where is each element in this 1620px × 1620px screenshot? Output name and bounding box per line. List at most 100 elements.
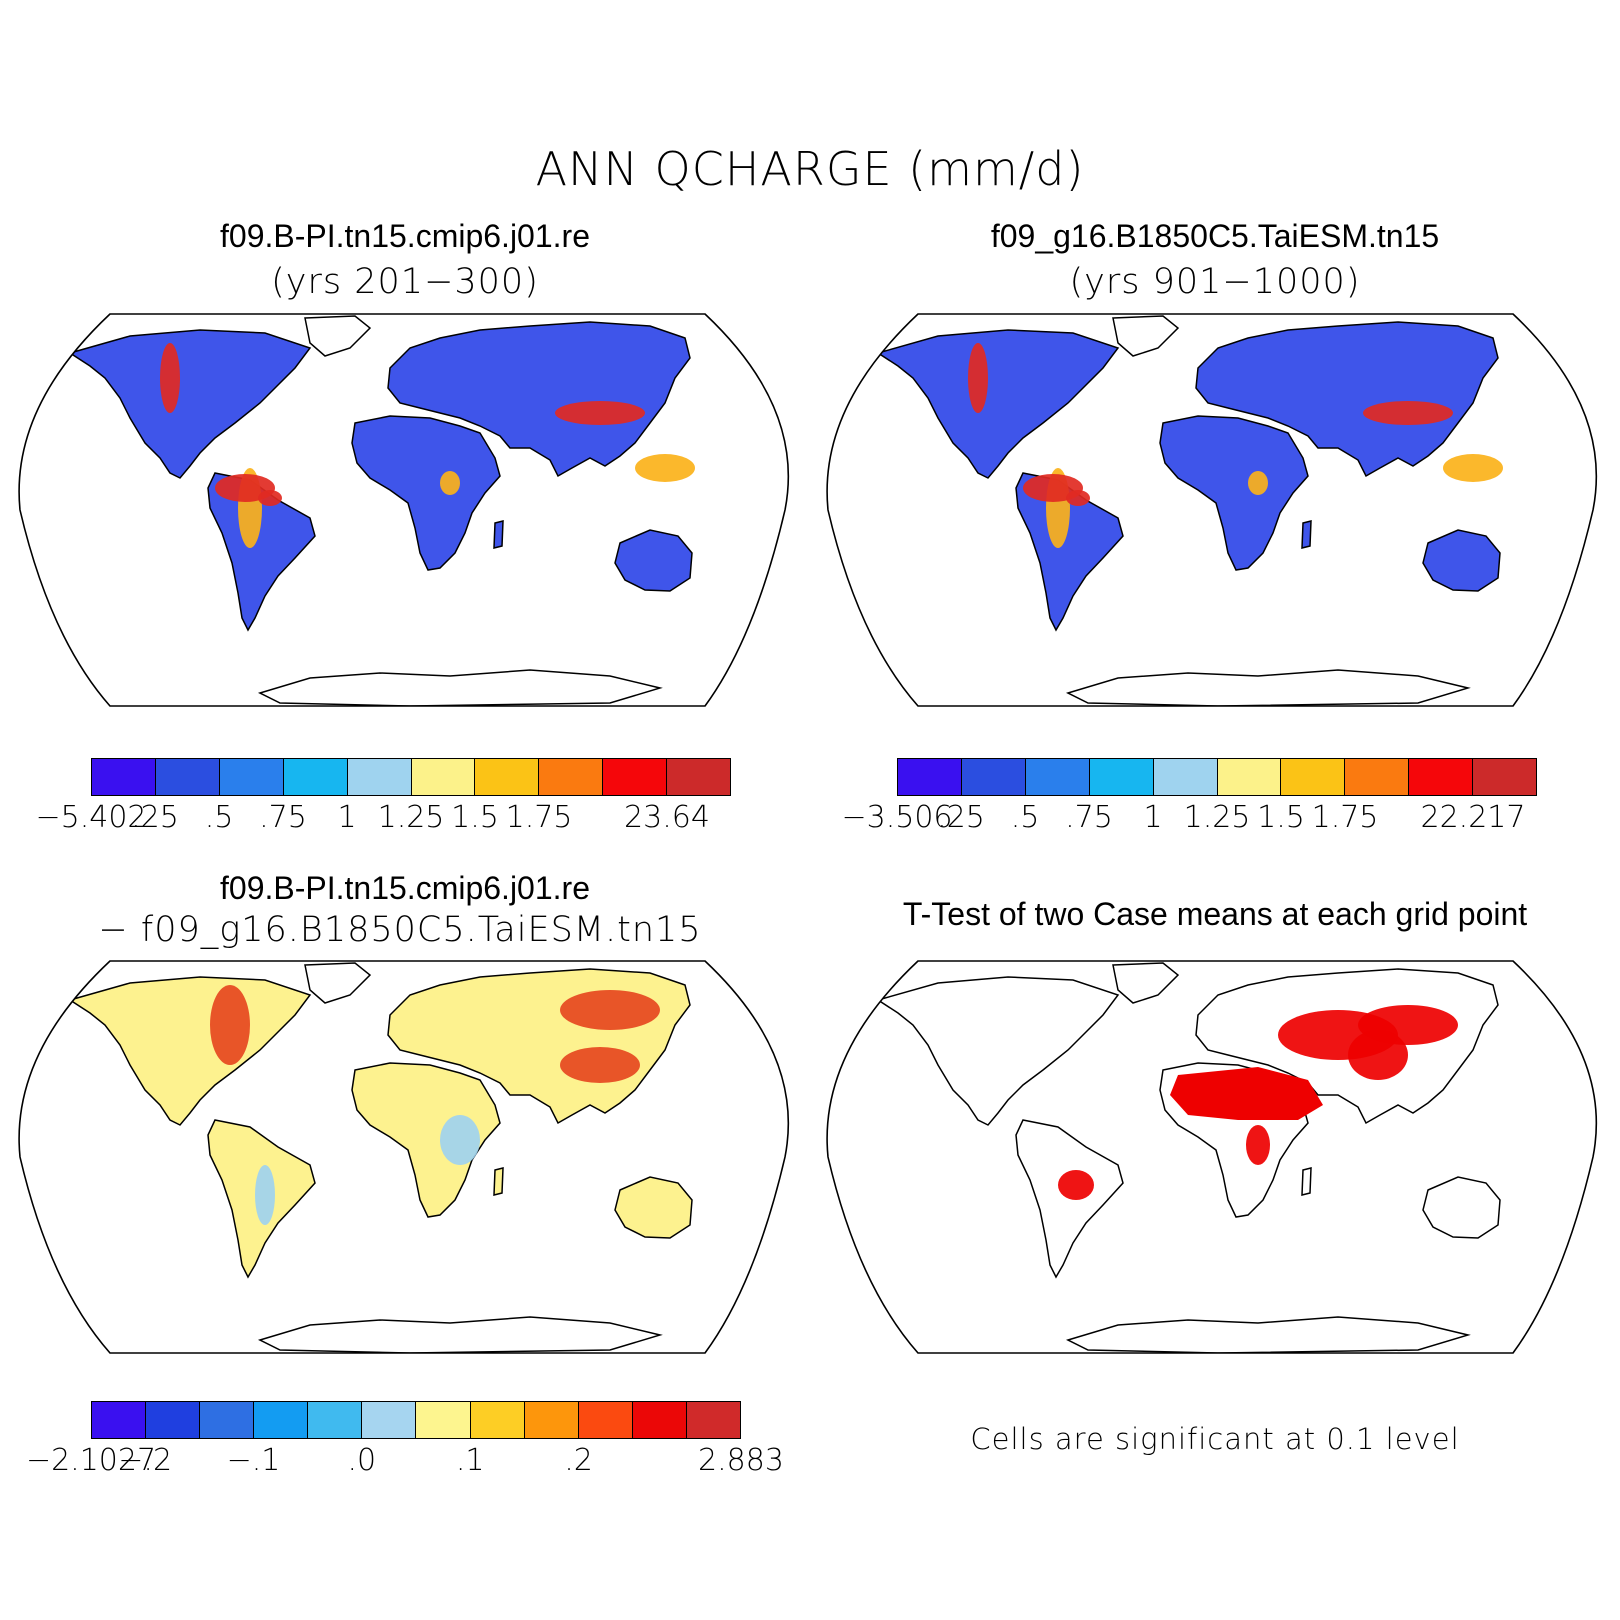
field-anomaly <box>1443 454 1503 482</box>
continent-madagascar <box>493 1167 504 1196</box>
panel-2-subtitle: (yrs 901−1000) <box>1069 262 1361 302</box>
colorbar-cell <box>146 1402 201 1438</box>
map-panel-1-group <box>18 313 790 707</box>
field-anomaly <box>210 985 250 1065</box>
continent-madagascar <box>1301 1167 1312 1196</box>
field-anomaly <box>560 1047 640 1083</box>
continent-madagascar <box>493 520 504 549</box>
colorbar-label: .25 <box>131 800 179 835</box>
continent-antarctica <box>1065 1316 1471 1353</box>
colorbar-cell <box>1345 759 1410 795</box>
continent-greenland <box>1112 315 1180 357</box>
colorbar-label: .75 <box>1065 800 1113 835</box>
colorbar-cell <box>470 1402 525 1438</box>
significance-region <box>1348 1030 1408 1080</box>
continent-africa <box>351 1062 501 1218</box>
colorbar-label: 1.75 <box>1311 800 1379 835</box>
panel-3-map <box>18 960 790 1354</box>
continent-samerica <box>1015 472 1124 632</box>
field-anomaly <box>968 343 988 413</box>
significance-region <box>1246 1125 1270 1165</box>
panel-2-map <box>826 313 1598 707</box>
colorbar-label: .5 <box>204 800 234 835</box>
continent-eurasia <box>387 321 691 478</box>
panel-3-subtitle: − f09_g16.B1850C5.TaiESM.tn15 <box>98 910 702 950</box>
continent-antarctica <box>1065 669 1471 706</box>
continent-greenland <box>1112 962 1180 1004</box>
continent-australia <box>614 1176 693 1239</box>
panel-1-subtitle: (yrs 201−300) <box>271 262 539 302</box>
colorbar-label: .75 <box>259 800 307 835</box>
colorbar-cell <box>308 1402 363 1438</box>
panel-3-colorbar-labels: −2.1027 −.2 −.1 .0 .1 .2 2.883 <box>26 1443 784 1483</box>
continent-namerica <box>876 976 1120 1126</box>
colorbar-cell <box>155 759 220 795</box>
colorbar-label: 1.5 <box>451 800 499 835</box>
colorbar-cell <box>200 1402 255 1438</box>
panel-1-title: f09.B-PI.tn15.cmip6.j01.re <box>220 218 590 254</box>
field-anomaly <box>1363 401 1453 425</box>
map-frame <box>18 313 790 707</box>
panel-3-title: f09.B-PI.tn15.cmip6.j01.re <box>220 870 590 906</box>
map-panel-3-group <box>18 960 790 1354</box>
colorbar-cell <box>362 1402 417 1438</box>
colorbar-cell <box>961 759 1026 795</box>
colorbar-cell <box>92 1402 147 1438</box>
significance-region <box>1248 1077 1308 1113</box>
continent-australia <box>614 529 693 592</box>
continent-africa <box>1159 415 1309 571</box>
continent-africa <box>351 415 501 571</box>
field-anomaly <box>258 490 282 506</box>
colorbar-label: .1 <box>455 1443 485 1478</box>
colorbar-cell <box>411 759 476 795</box>
colorbar-cell <box>539 759 604 795</box>
figure-title: ANN QCHARGE (mm/d) <box>535 142 1085 196</box>
continent-eurasia <box>1195 321 1499 478</box>
field-anomaly <box>555 401 645 425</box>
colorbar-cell <box>219 759 284 795</box>
colorbar-cell <box>1409 759 1474 795</box>
map-frame <box>826 960 1598 1354</box>
colorbar-label: 1 <box>337 800 357 835</box>
field-anomaly <box>1066 490 1090 506</box>
colorbar-cell <box>347 759 412 795</box>
colorbar-label: 1.25 <box>1183 800 1251 835</box>
colorbar-cell <box>1153 759 1218 795</box>
panel-3-colorbar <box>91 1401 741 1439</box>
continent-greenland <box>304 962 372 1004</box>
field-anomaly <box>160 343 180 413</box>
colorbar-label: −.1 <box>226 1443 281 1478</box>
panel-2-colorbar-labels: −3.506.25 .5 .75 1 1.25 1.5 1.75 22.217 <box>841 800 1537 840</box>
map-frame <box>18 960 790 1354</box>
colorbar-cell <box>283 759 348 795</box>
field-anomaly <box>440 1115 480 1165</box>
panel-4-map <box>826 960 1598 1354</box>
colorbar-label: .5 <box>1010 800 1040 835</box>
panel-4-title: T-Test of two Case means at each grid po… <box>902 896 1528 932</box>
colorbar-cell <box>1473 759 1537 795</box>
colorbar-cell <box>524 1402 579 1438</box>
panel-1-colorbar <box>91 758 731 796</box>
colorbar-cell <box>667 759 731 795</box>
continent-australia <box>1422 529 1501 592</box>
colorbar-cell <box>686 1402 740 1438</box>
colorbar-cell <box>92 759 156 795</box>
continent-namerica <box>68 329 312 479</box>
colorbar-label: 1.25 <box>377 800 445 835</box>
continent-namerica <box>68 976 312 1126</box>
significance-region <box>1058 1170 1094 1200</box>
colorbar-cell <box>632 1402 687 1438</box>
colorbar-label: .25 <box>937 800 985 835</box>
colorbar-label: .0 <box>347 1443 377 1478</box>
colorbar-label: 23.64 <box>624 800 710 835</box>
colorbar-cell <box>475 759 540 795</box>
colorbar-label: 1.75 <box>505 800 573 835</box>
panel-2-colorbar <box>897 758 1537 796</box>
map-panel-4-group <box>826 960 1598 1354</box>
map-panel-2-group <box>826 313 1598 707</box>
map-frame <box>826 313 1598 707</box>
colorbar-label: −.2 <box>118 1443 173 1478</box>
colorbar-label: −5.402 <box>35 800 147 835</box>
panel-1-colorbar-labels: −5.402.25 .5 .75 1 1.25 1.5 1.75 23.64 <box>35 800 731 840</box>
colorbar-cell <box>1025 759 1090 795</box>
